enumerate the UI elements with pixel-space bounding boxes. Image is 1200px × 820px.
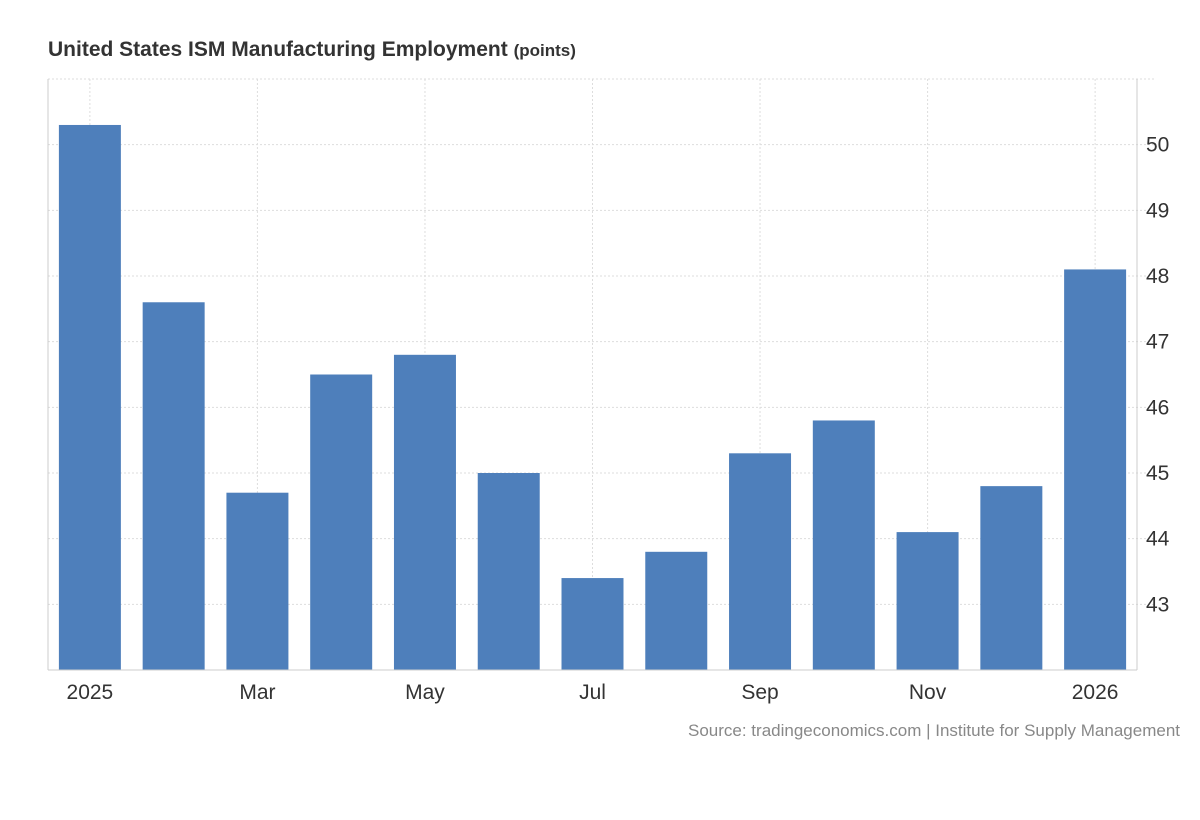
x-tick-label: 2025	[67, 681, 114, 704]
y-tick-label: 45	[1146, 462, 1169, 485]
x-tick-label: 2026	[1072, 681, 1119, 704]
y-tick-label: 47	[1146, 331, 1169, 354]
y-tick-label: 43	[1146, 593, 1169, 616]
bar-9[interactable]	[729, 453, 792, 670]
y-tick-label: 46	[1146, 396, 1169, 419]
bar-8[interactable]	[645, 551, 708, 670]
bar-5[interactable]	[393, 354, 456, 670]
y-tick-label: 44	[1146, 528, 1170, 551]
x-tick-label: Mar	[239, 681, 275, 704]
bar-4[interactable]	[310, 374, 373, 671]
x-tick-label: Nov	[909, 681, 947, 704]
bar-11[interactable]	[896, 532, 959, 670]
bar-2[interactable]	[142, 302, 205, 670]
bar-10[interactable]	[812, 420, 875, 670]
y-axis-labels: 43 44 45 46 47 48 49 50	[1146, 134, 1170, 617]
y-tick-label: 50	[1146, 134, 1169, 157]
x-axis-labels: 2025 Mar May Jul Sep Nov 2026	[67, 681, 1119, 704]
bar-7[interactable]	[561, 578, 624, 670]
bar-13[interactable]	[1064, 269, 1127, 670]
chart-unit: (points)	[513, 41, 576, 60]
x-tick-label: May	[405, 681, 445, 704]
bar-6[interactable]	[477, 473, 540, 670]
y-tick-label: 49	[1146, 199, 1169, 222]
bar-1[interactable]	[58, 124, 121, 670]
axes	[47, 79, 1138, 671]
chart-title: United States ISM Manufacturing Employme…	[48, 38, 576, 62]
bar-12[interactable]	[980, 486, 1043, 670]
x-tick-label: Sep	[741, 681, 778, 704]
bars	[58, 124, 1127, 671]
bar-3[interactable]	[226, 492, 289, 670]
chart-title-text: United States ISM Manufacturing Employme…	[48, 38, 508, 61]
x-tick-label: Jul	[579, 681, 606, 704]
y-tick-label: 48	[1146, 265, 1169, 288]
source-note: Source: tradingeconomics.com | Institute…	[688, 721, 1180, 740]
